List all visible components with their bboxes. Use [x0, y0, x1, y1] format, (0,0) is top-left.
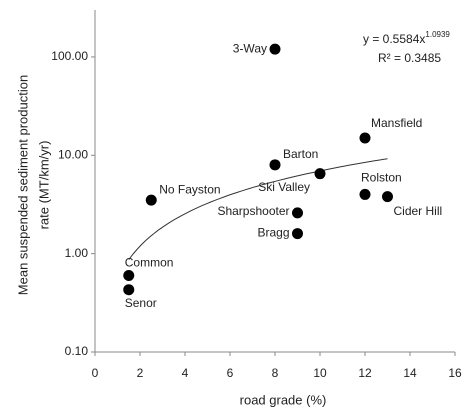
point-label: Ski Valley: [258, 180, 310, 194]
point: [269, 43, 281, 55]
x-tick-label: 2: [137, 366, 144, 380]
x-tick-label: 14: [403, 366, 417, 380]
point-label: Common: [125, 256, 174, 270]
y-tick-label: 0.10: [65, 344, 89, 358]
x-axis-label: road grade (%): [240, 392, 327, 407]
point: [269, 159, 281, 171]
point: [359, 188, 371, 200]
y-tick-label: 10.00: [58, 147, 88, 161]
x-tick-label: 8: [272, 366, 279, 380]
point: [314, 168, 326, 180]
x-tick-label: 6: [227, 366, 234, 380]
x-tick-label: 4: [182, 366, 189, 380]
point: [292, 228, 303, 240]
x-tick-label: 16: [448, 366, 462, 380]
x-tick-label: 10: [313, 366, 327, 380]
point: [123, 269, 135, 281]
trendline: [128, 158, 388, 260]
point: [292, 207, 303, 219]
equation-exponent: 1.0939: [425, 30, 450, 39]
point: [123, 284, 135, 296]
equation-text: y = 0.5584x: [363, 32, 425, 46]
y-axis-label: rate (MT/km/yr): [36, 141, 51, 230]
y-tick-label: 1.00: [65, 246, 89, 260]
point: [145, 194, 157, 206]
y-tick-label: 100.00: [51, 49, 88, 63]
point-label: Sharpshooter: [217, 204, 289, 218]
point-label: No Fayston: [159, 182, 220, 196]
x-tick-label: 12: [358, 366, 372, 380]
point-label: Barton: [283, 147, 318, 161]
point: [359, 132, 371, 144]
point: [382, 191, 393, 203]
point-label: Mansfield: [371, 116, 422, 130]
equation: y = 0.5584x1.0939: [363, 30, 450, 46]
point-label: Cider Hill: [394, 204, 443, 218]
y-axis-label: Mean suspended sediment production: [15, 75, 30, 295]
point-label: Senor: [125, 296, 157, 310]
point-label: 3-Way: [233, 41, 267, 55]
point-label: Bragg: [257, 226, 289, 240]
x-tick-label: 0: [92, 366, 99, 380]
point-label: Rolston: [361, 171, 402, 185]
r-squared: R² = 0.3485: [378, 51, 441, 65]
